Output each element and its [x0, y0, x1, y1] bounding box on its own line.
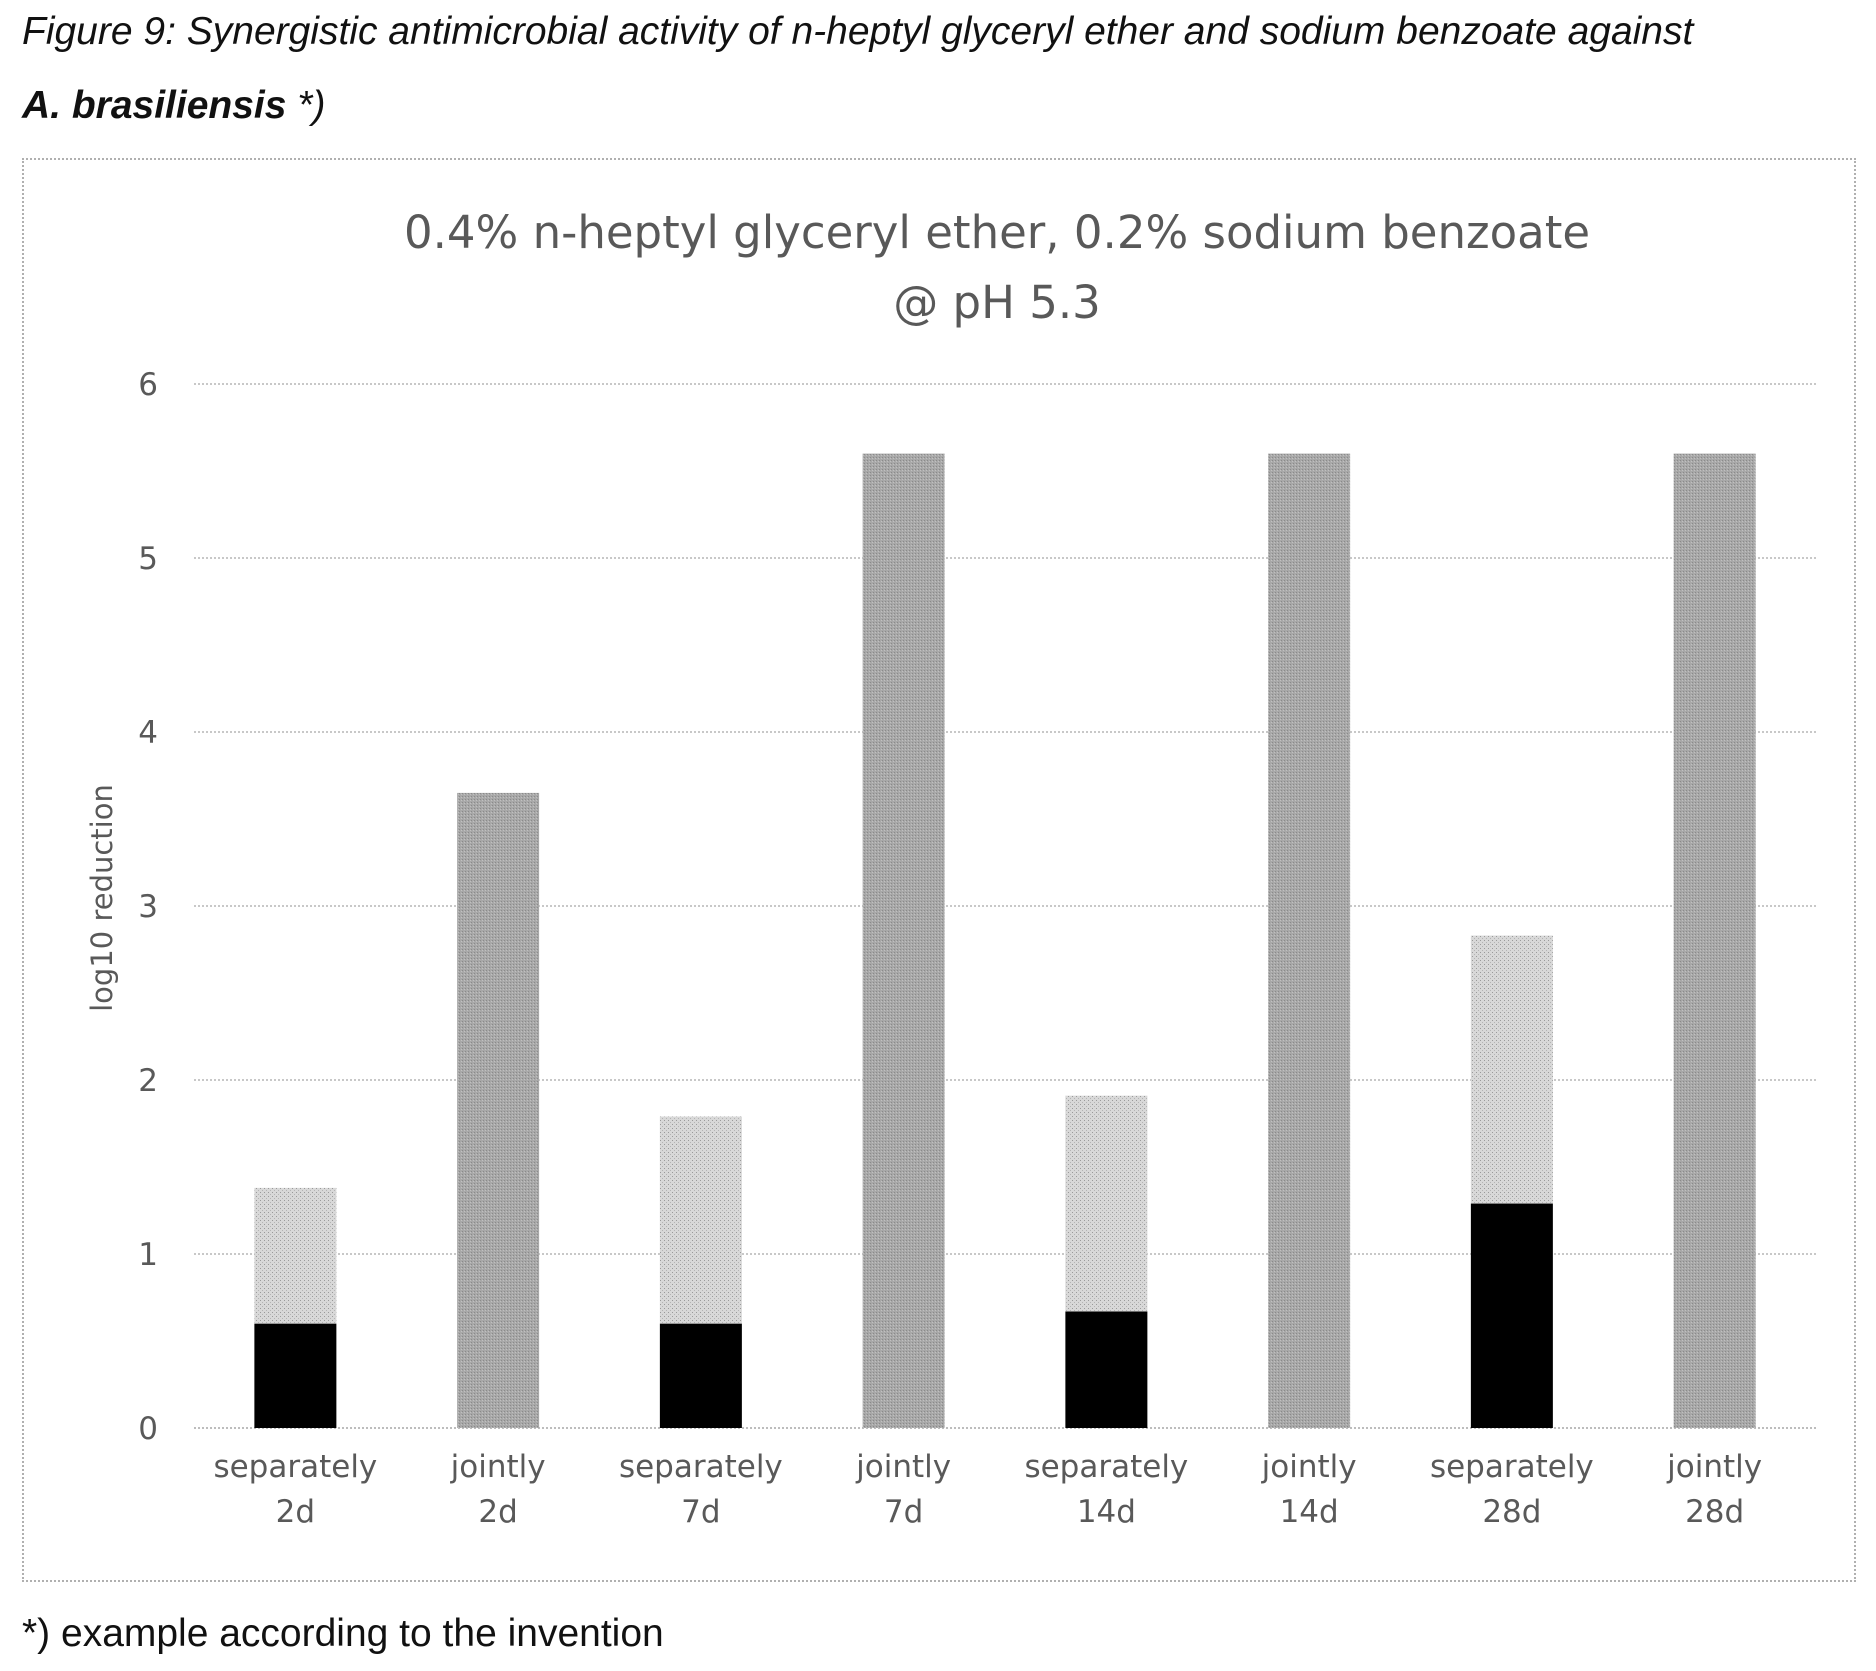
- y-axis-ticks: 0 1 2 3 4 5 6: [138, 367, 158, 1447]
- bars: [254, 453, 1756, 1429]
- chart-title: 0.4% n-heptyl glyceryl ether, 0.2% sodiu…: [404, 206, 1590, 329]
- x-tick-label: 7d: [884, 1494, 923, 1530]
- x-tick-label: separately: [213, 1449, 377, 1485]
- x-tick-label: separately: [1024, 1449, 1188, 1485]
- figure-caption-line2: A. brasiliensis *): [22, 84, 325, 128]
- gridlines: [194, 383, 1816, 1429]
- x-tick-label: separately: [619, 1449, 783, 1485]
- x-tick-label: jointly: [855, 1449, 951, 1485]
- bar-separately-lower: [659, 1323, 742, 1428]
- x-tick-label: jointly: [1261, 1449, 1357, 1485]
- y-tick-label: 6: [138, 367, 158, 403]
- bar-separately-lower: [1065, 1311, 1148, 1428]
- x-tick-label: 2d: [478, 1494, 517, 1530]
- x-tick-label: 14d: [1280, 1494, 1339, 1530]
- bar-chart: 0.4% n-heptyl glyceryl ether, 0.2% sodiu…: [85, 206, 1816, 1530]
- x-tick-label: jointly: [450, 1449, 546, 1485]
- bar-jointly: [1268, 453, 1351, 1429]
- bar-separately-upper: [1470, 935, 1553, 1204]
- y-tick-label: 0: [138, 1411, 158, 1447]
- chart-frame: 0.4% n-heptyl glyceryl ether, 0.2% sodiu…: [22, 158, 1856, 1582]
- x-tick-label: 28d: [1685, 1494, 1744, 1530]
- bar-jointly: [862, 453, 945, 1429]
- x-tick-label: separately: [1430, 1449, 1594, 1485]
- x-tick-label: 28d: [1482, 1494, 1541, 1530]
- x-tick-label: 2d: [276, 1494, 315, 1530]
- y-tick-label: 4: [138, 715, 158, 751]
- y-tick-label: 3: [138, 889, 158, 925]
- x-tick-label: 14d: [1077, 1494, 1136, 1530]
- bar-jointly: [457, 792, 540, 1428]
- bar-separately-lower: [1470, 1203, 1553, 1428]
- y-tick-label: 1: [138, 1237, 158, 1273]
- chart-title-line: @ pH 5.3: [893, 276, 1101, 329]
- bar-separately-upper: [659, 1116, 742, 1324]
- bar-jointly: [1673, 453, 1756, 1429]
- x-tick-label: jointly: [1666, 1449, 1762, 1485]
- y-tick-label: 2: [138, 1063, 158, 1099]
- bar-separately-upper: [1065, 1095, 1148, 1312]
- chart-title-line: 0.4% n-heptyl glyceryl ether, 0.2% sodiu…: [404, 206, 1590, 259]
- bar-separately-lower: [254, 1323, 337, 1428]
- footnote: *) example according to the invention: [22, 1612, 664, 1655]
- figure-caption-line1: Figure 9: Synergistic antimicrobial acti…: [22, 10, 1694, 53]
- y-axis-label: log10 reduction: [85, 784, 119, 1012]
- caption-marker: *): [286, 84, 326, 127]
- x-tick-label: 7d: [681, 1494, 720, 1530]
- bar-separately-upper: [254, 1187, 337, 1324]
- species-name: A. brasiliensis: [22, 84, 287, 127]
- y-tick-label: 5: [138, 541, 158, 577]
- x-axis-ticks: separately 2d jointly 2d separately 7d jointly…: [213, 1449, 1762, 1530]
